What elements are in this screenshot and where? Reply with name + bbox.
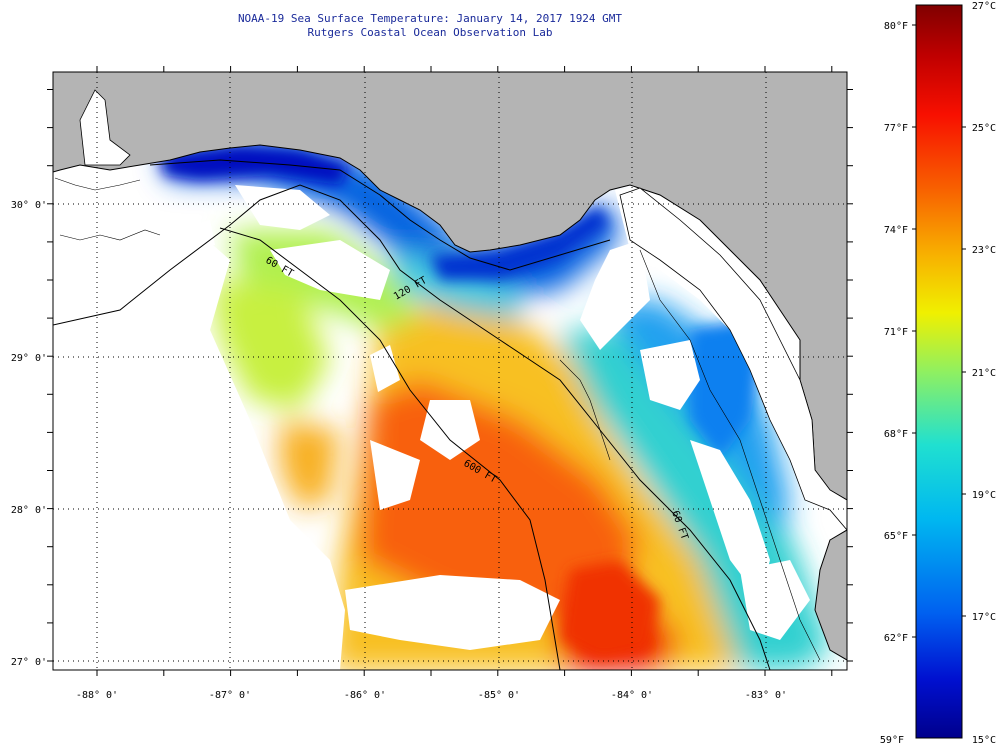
depth-contours [53,159,771,670]
contour-60ft [149,159,611,271]
c-label: 23°C [972,245,996,256]
c-label: 17°C [972,612,996,623]
lat-label: 27° 0' [11,657,47,668]
lat-label: 28° 0' [11,505,47,516]
c-label: 19°C [972,490,996,501]
f-label: 59°F [880,735,904,746]
map-plot-area [53,72,847,670]
c-label: 25°C [972,123,996,134]
lat-axis-labels: 30° 0' 29° 0' 28° 0' 27° 0' [11,200,47,668]
map-subtitle: Rutgers Coastal Ocean Observation Lab [307,26,553,39]
map-title: NOAA-19 Sea Surface Temperature: January… [237,12,623,25]
land-mass [53,72,847,661]
coastline-detail [54,177,821,661]
f-label: 77°F [884,123,908,134]
lon-label: -87° 0' [209,690,251,701]
lon-label: -83° 0' [745,690,787,701]
f-label: 80°F [884,21,908,32]
lon-label: -84° 0' [611,690,653,701]
f-label: 62°F [884,633,908,644]
contour-600ft [219,227,561,670]
c-label: 27°C [972,1,996,12]
f-label: 74°F [884,225,908,236]
color-scale-bar [915,4,963,739]
lon-label: -86° 0' [344,690,386,701]
axis-ticks [47,66,853,676]
colorbar-fahrenheit-labels: 80°F 77°F 74°F 71°F 68°F 65°F 62°F 59°F [880,21,908,746]
lat-label: 29° 0' [11,353,47,364]
f-label: 65°F [884,531,908,542]
map-frame [52,71,848,671]
lon-axis-labels: -88° 0' -87° 0' -86° 0' -85° 0' -84° 0' … [76,690,787,701]
lon-label: -85° 0' [478,690,520,701]
c-label: 15°C [972,735,996,746]
lat-label: 30° 0' [11,200,47,211]
f-label: 68°F [884,429,908,440]
colorbar-ticks [912,24,966,638]
contour-120ft [53,184,771,670]
lon-label: -88° 0' [76,690,118,701]
coastal-bays [79,89,847,531]
c-label: 21°C [972,368,996,379]
f-label: 71°F [884,327,908,338]
colorbar-celsius-labels: 27°C 25°C 23°C 21°C 19°C 17°C 15°C [972,1,996,746]
